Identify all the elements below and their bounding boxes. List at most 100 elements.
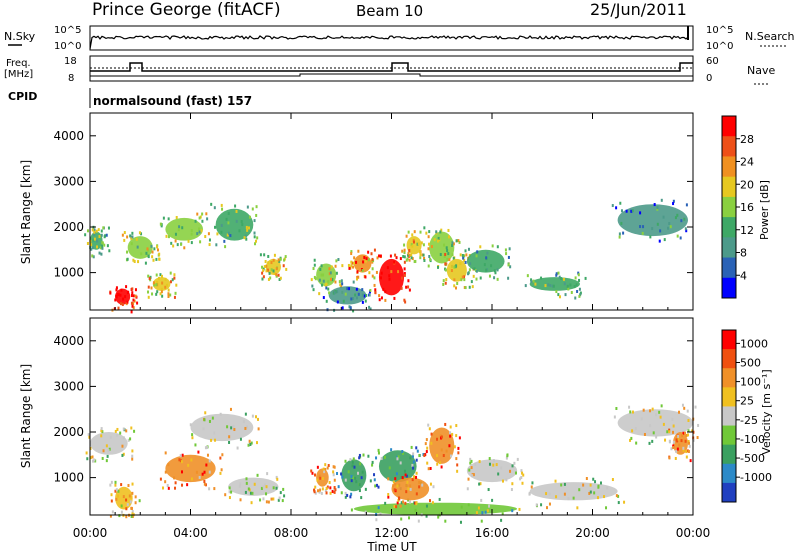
velocity-pixel	[428, 427, 431, 431]
power-pixel	[544, 284, 547, 288]
velocity-pixel	[426, 461, 429, 465]
velocity-pixel	[336, 472, 339, 476]
power-pixel	[169, 293, 172, 297]
velocity-pixel	[131, 449, 134, 453]
power-pixel	[130, 294, 133, 298]
velocity-pixel	[506, 454, 509, 458]
velocity-pixel	[640, 417, 643, 421]
power-pixel	[167, 288, 170, 292]
power-pixel	[467, 272, 470, 276]
velocity-colorbar-segment	[722, 330, 736, 350]
velocity-pixel	[588, 491, 591, 495]
power-pixel	[262, 268, 265, 272]
velocity-pixel	[406, 480, 409, 484]
velocity-pixel	[688, 444, 691, 448]
velocity-pixel	[522, 473, 525, 477]
velocity-pixel	[167, 486, 170, 490]
velocity-pixel	[373, 473, 376, 477]
velocity-pixel	[488, 462, 491, 466]
velocity-pixel	[332, 470, 335, 474]
velocity-colorbar-segment	[722, 387, 736, 407]
velocity-ytick-label: 3000	[53, 379, 84, 393]
velocity-pixel	[457, 446, 460, 450]
velocity-pixel	[100, 429, 103, 433]
power-pixel	[407, 251, 410, 255]
velocity-pixel	[350, 492, 353, 496]
velocity-pixel	[668, 428, 671, 432]
velocity-pixel	[505, 456, 508, 460]
velocity-pixel	[651, 407, 654, 411]
power-pixel	[380, 296, 383, 300]
velocity-pixel	[425, 450, 428, 454]
power-pixel	[167, 217, 170, 221]
velocity-region-4	[228, 477, 279, 496]
power-pixel	[117, 306, 120, 310]
power-pixel	[573, 285, 576, 289]
power-pixel	[577, 271, 580, 275]
power-pixel	[505, 252, 508, 256]
nave-label: Nave	[747, 64, 775, 77]
velocity-pixel	[478, 482, 481, 486]
velocity-pixel	[429, 482, 432, 486]
power-pixel	[578, 287, 581, 291]
power-pixel	[639, 211, 642, 215]
power-pixel	[175, 216, 178, 220]
power-pixel	[444, 252, 447, 256]
power-pixel	[397, 270, 400, 274]
power-pixel	[328, 291, 331, 295]
velocity-colorbar-segment	[722, 406, 736, 427]
power-pixel	[341, 264, 344, 268]
power-pixel	[104, 234, 107, 238]
velocity-pixel	[265, 500, 268, 504]
power-pixel	[160, 274, 163, 278]
power-pixel	[464, 249, 467, 253]
velocity-pixel	[360, 476, 363, 480]
power-pixel	[261, 265, 264, 269]
velocity-pixel	[341, 475, 344, 479]
power-colorbar-label: 4	[740, 269, 747, 282]
power-pixel	[90, 243, 93, 247]
power-pixel	[371, 260, 374, 264]
velocity-pixel	[431, 501, 434, 505]
power-pixel	[131, 291, 134, 295]
power-pixel	[159, 292, 162, 296]
power-colorbar-segment	[722, 257, 736, 279]
velocity-pixel	[197, 450, 200, 454]
power-pixel	[334, 280, 337, 284]
power-pixel	[95, 245, 98, 249]
velocity-pixel	[88, 435, 91, 439]
velocity-pixel	[351, 464, 354, 468]
velocity-pixel	[413, 501, 416, 505]
power-pixel	[175, 283, 178, 287]
power-pixel	[267, 277, 270, 281]
power-pixel	[150, 244, 153, 248]
cpid-label: CPID	[8, 90, 37, 103]
velocity-pixel	[487, 488, 490, 492]
power-pixel	[382, 287, 385, 291]
power-pixel	[496, 268, 499, 272]
power-pixel	[407, 279, 410, 283]
power-pixel	[206, 217, 209, 221]
velocity-pixel	[411, 478, 414, 482]
power-pixel	[125, 285, 128, 289]
power-pixel	[90, 247, 93, 251]
power-pixel	[346, 287, 349, 291]
velocity-pixel	[260, 486, 263, 490]
power-pixel	[86, 229, 89, 233]
power-pixel	[436, 239, 439, 243]
power-pixel	[255, 239, 258, 243]
velocity-pixel	[408, 516, 411, 520]
velocity-pixel	[250, 501, 253, 505]
velocity-pixel	[440, 448, 443, 452]
power-pixel	[326, 280, 329, 284]
power-pixel	[107, 226, 110, 230]
velocity-pixel	[675, 449, 678, 453]
velocity-pixel	[314, 473, 317, 477]
velocity-pixel	[333, 486, 336, 490]
power-pixel	[622, 231, 625, 235]
velocity-pixel	[130, 495, 133, 499]
power-pixel	[370, 252, 373, 256]
power-pixel	[570, 290, 573, 294]
velocity-pixel	[162, 486, 165, 490]
velocity-pixel	[248, 439, 251, 443]
